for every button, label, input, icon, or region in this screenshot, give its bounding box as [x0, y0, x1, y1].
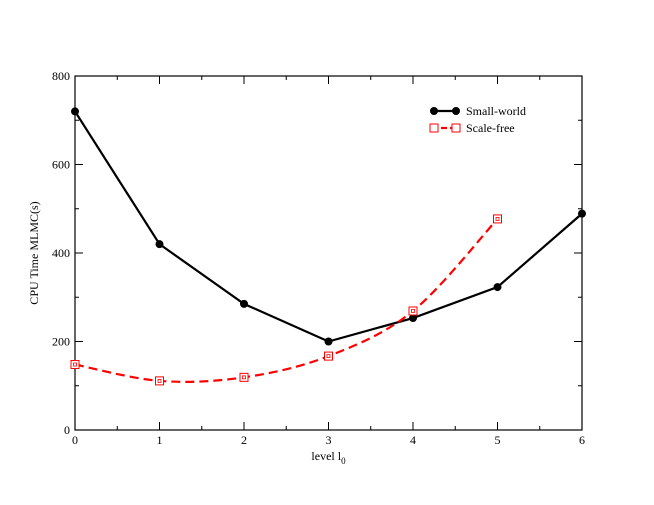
data-point: [324, 351, 333, 361]
series-layer: [70, 107, 586, 386]
series-small-world: [71, 107, 586, 346]
data-point-inner: [242, 375, 246, 380]
data-point: [324, 337, 333, 346]
data-point: [493, 214, 502, 224]
x-axis-label-subscript: 0: [341, 456, 346, 466]
data-point: [71, 107, 79, 116]
legend-marker: [451, 123, 461, 133]
legend-label: Scale-free: [466, 121, 515, 135]
y-tick-label: 600: [52, 158, 70, 172]
data-point: [239, 372, 249, 382]
x-axis-label: level l0: [311, 449, 346, 466]
y-tick-label: 0: [64, 423, 70, 437]
legend-item: Small-world: [430, 104, 526, 118]
legend: Small-world Scale-free: [428, 101, 526, 139]
series-line: [74, 218, 499, 383]
x-axis-label-main: level l: [311, 449, 341, 463]
x-tick-label: 2: [241, 433, 247, 447]
legend-box: [428, 101, 524, 139]
series-line: [74, 110, 583, 343]
data-point: [155, 376, 164, 386]
data-point-inner: [73, 362, 77, 367]
legend-marker: [430, 107, 438, 115]
legend-item: Scale-free: [429, 121, 515, 135]
x-tick-label: 1: [157, 433, 163, 447]
y-tick-label: 400: [52, 246, 70, 260]
legend-marker: [452, 107, 460, 115]
y-tick-label: 800: [52, 69, 70, 83]
tick-label-group: 0 1 2 3 4 5 6 0 200 400 600 800: [52, 69, 585, 447]
y-tick-label: 200: [52, 335, 70, 349]
x-tick-label: 4: [410, 433, 416, 447]
data-point-inner: [411, 309, 415, 313]
data-point-inner: [326, 354, 331, 359]
data-point: [408, 306, 418, 316]
data-point: [578, 209, 586, 218]
legend-marker: [429, 123, 439, 133]
x-tick-label: 0: [72, 433, 78, 447]
data-point: [240, 299, 248, 308]
data-point: [409, 314, 417, 323]
y-axis-label: CPU Time MLMC(s): [27, 201, 41, 304]
data-point: [493, 283, 502, 292]
series-scale-free: [70, 214, 502, 386]
x-tick-label: 3: [326, 433, 332, 447]
tick-group: [74, 75, 583, 431]
data-point: [155, 240, 164, 249]
data-point: [70, 360, 80, 370]
legend-label: Small-world: [466, 104, 526, 118]
data-point-inner: [495, 217, 500, 221]
data-point-inner: [157, 378, 162, 383]
x-tick-label: 5: [495, 433, 501, 447]
x-tick-label: 6: [579, 433, 585, 447]
